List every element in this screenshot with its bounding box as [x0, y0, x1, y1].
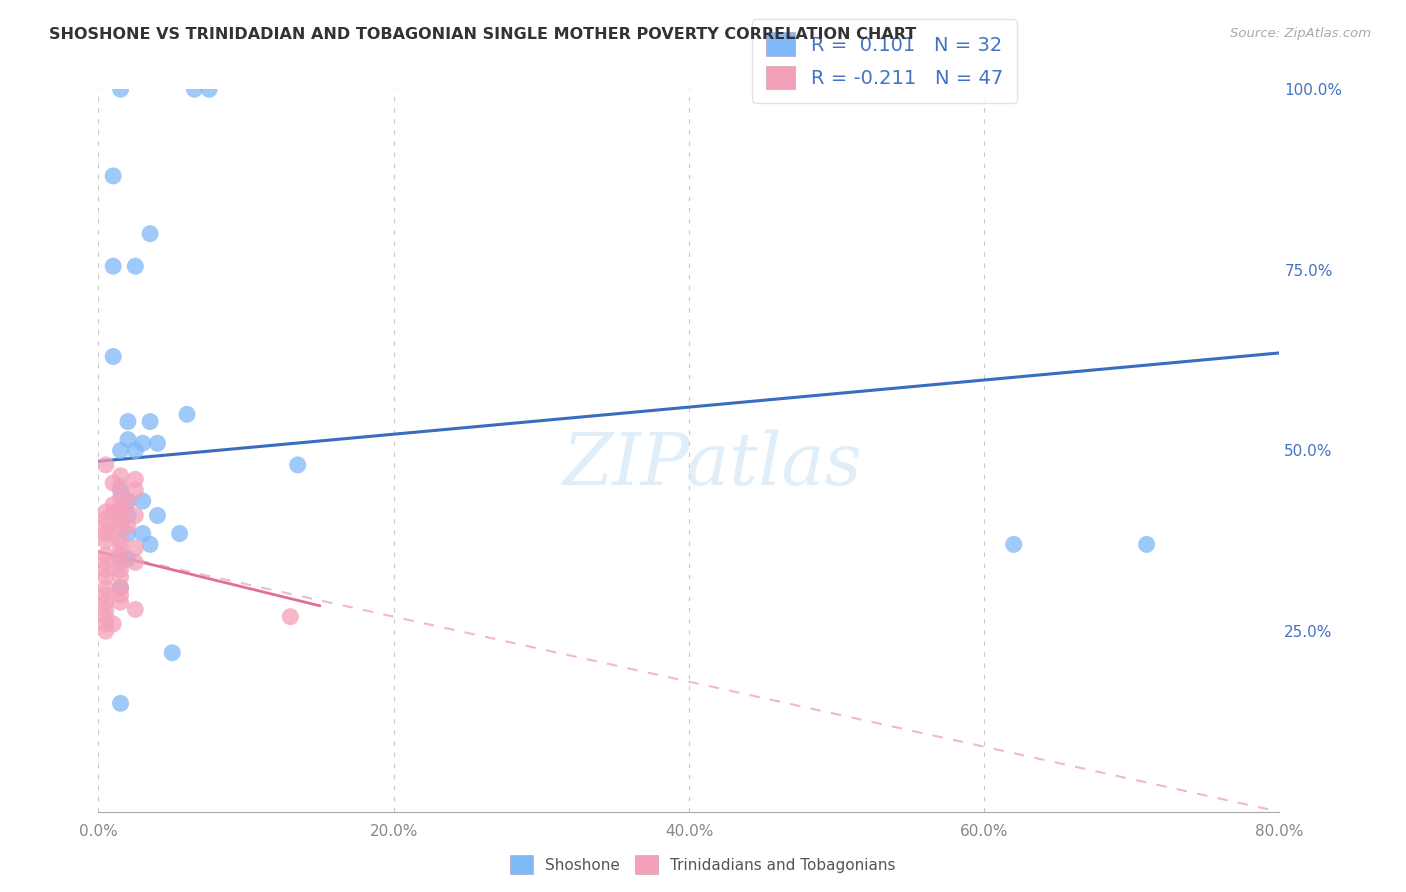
Point	[110, 556, 132, 570]
Point	[110, 696, 132, 710]
Point	[110, 443, 132, 458]
Point	[103, 616, 125, 631]
Text: Source: ZipAtlas.com: Source: ZipAtlas.com	[1230, 27, 1371, 40]
Point	[110, 82, 132, 96]
Point	[117, 508, 139, 523]
Point	[110, 512, 132, 526]
Point	[117, 494, 139, 508]
Point	[162, 646, 183, 660]
Point	[94, 563, 117, 577]
Point	[124, 602, 146, 616]
Point	[103, 169, 125, 183]
Point	[124, 541, 146, 555]
Point	[124, 472, 146, 486]
Point	[103, 526, 125, 541]
Point	[94, 609, 117, 624]
Point	[176, 407, 198, 421]
Point	[117, 526, 139, 541]
Point	[110, 581, 132, 595]
Point	[117, 433, 139, 447]
Point	[124, 556, 146, 570]
Point	[94, 505, 117, 519]
Point	[94, 512, 117, 526]
Point	[110, 468, 132, 483]
Point	[1136, 537, 1159, 551]
Point	[103, 350, 125, 364]
Point	[110, 483, 132, 498]
Point	[124, 483, 146, 498]
Point	[94, 616, 117, 631]
Point	[94, 595, 117, 609]
Point	[1002, 537, 1025, 551]
Point	[110, 533, 132, 548]
Point	[110, 588, 132, 602]
Point	[110, 480, 132, 494]
Point	[103, 475, 125, 490]
Point	[110, 563, 132, 577]
Point	[146, 436, 169, 450]
Point	[117, 494, 139, 508]
Point	[94, 556, 117, 570]
Point	[280, 609, 302, 624]
Point	[183, 82, 205, 96]
Point	[132, 526, 155, 541]
Text: SHOSHONE VS TRINIDADIAN AND TOBAGONIAN SINGLE MOTHER POVERTY CORRELATION CHART: SHOSHONE VS TRINIDADIAN AND TOBAGONIAN S…	[49, 27, 917, 42]
Point	[94, 526, 117, 541]
Text: ZIPatlas: ZIPatlas	[562, 430, 862, 500]
Point	[94, 533, 117, 548]
Point	[117, 551, 139, 566]
Point	[124, 508, 146, 523]
Point	[110, 551, 132, 566]
Point	[198, 82, 221, 96]
Point	[124, 443, 146, 458]
Point	[103, 259, 125, 273]
Point	[94, 588, 117, 602]
Point	[132, 436, 155, 450]
Point	[110, 548, 132, 562]
Point	[110, 508, 132, 523]
Point	[94, 548, 117, 562]
Point	[94, 602, 117, 616]
Point	[103, 505, 125, 519]
Point	[287, 458, 309, 472]
Point	[146, 508, 169, 523]
Point	[94, 458, 117, 472]
Point	[110, 595, 132, 609]
Point	[110, 501, 132, 516]
Point	[94, 519, 117, 533]
Point	[110, 541, 132, 555]
Point	[139, 415, 162, 429]
Point	[103, 498, 125, 512]
Point	[94, 624, 117, 639]
Point	[117, 415, 139, 429]
Point	[117, 519, 139, 533]
Legend: Shoshone, Trinidadians and Tobagonians: Shoshone, Trinidadians and Tobagonians	[503, 849, 903, 880]
Point	[124, 259, 146, 273]
Point	[139, 227, 162, 241]
Point	[169, 526, 191, 541]
Point	[110, 570, 132, 584]
Point	[94, 581, 117, 595]
Point	[110, 581, 132, 595]
Point	[94, 570, 117, 584]
Point	[132, 494, 155, 508]
Legend: R =  0.101   N = 32, R = -0.211   N = 47: R = 0.101 N = 32, R = -0.211 N = 47	[752, 19, 1017, 103]
Point	[139, 537, 162, 551]
Point	[110, 491, 132, 505]
Point	[110, 519, 132, 533]
